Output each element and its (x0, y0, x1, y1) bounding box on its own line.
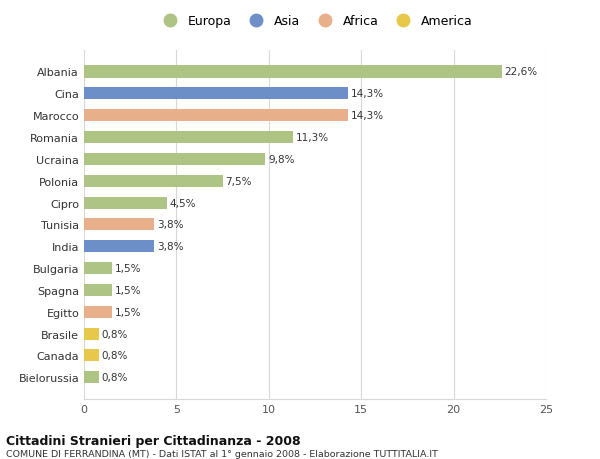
Text: 11,3%: 11,3% (296, 133, 329, 143)
Bar (84, 132, 293, 144)
Bar (84, 241, 154, 253)
Text: 1,5%: 1,5% (115, 307, 141, 317)
Text: COMUNE DI FERRANDINA (MT) - Dati ISTAT al 1° gennaio 2008 - Elaborazione TUTTITA: COMUNE DI FERRANDINA (MT) - Dati ISTAT a… (6, 449, 438, 458)
Bar (84, 153, 265, 166)
Legend: Europa, Asia, Africa, America: Europa, Asia, Africa, America (157, 15, 473, 28)
Text: 3,8%: 3,8% (157, 242, 184, 252)
Text: 0,8%: 0,8% (101, 373, 128, 382)
Bar (84, 284, 112, 297)
Text: 22,6%: 22,6% (505, 67, 538, 77)
Text: 1,5%: 1,5% (115, 263, 141, 274)
Bar (84, 197, 167, 209)
Text: 0,8%: 0,8% (101, 329, 128, 339)
Text: 3,8%: 3,8% (157, 220, 184, 230)
Text: 0,8%: 0,8% (101, 351, 128, 361)
Text: 7,5%: 7,5% (226, 176, 252, 186)
Bar (84, 67, 502, 78)
Text: 1,5%: 1,5% (115, 285, 141, 295)
Text: 14,3%: 14,3% (351, 89, 384, 99)
Text: Cittadini Stranieri per Cittadinanza - 2008: Cittadini Stranieri per Cittadinanza - 2… (6, 434, 301, 447)
Bar (84, 371, 99, 383)
Text: 9,8%: 9,8% (268, 155, 295, 164)
Bar (84, 219, 154, 231)
Bar (84, 350, 99, 362)
Text: 14,3%: 14,3% (351, 111, 384, 121)
Bar (84, 328, 99, 340)
Bar (84, 306, 112, 318)
Bar (84, 110, 348, 122)
Bar (84, 175, 223, 187)
Text: 4,5%: 4,5% (170, 198, 196, 208)
Bar (84, 88, 348, 100)
Bar (84, 263, 112, 274)
